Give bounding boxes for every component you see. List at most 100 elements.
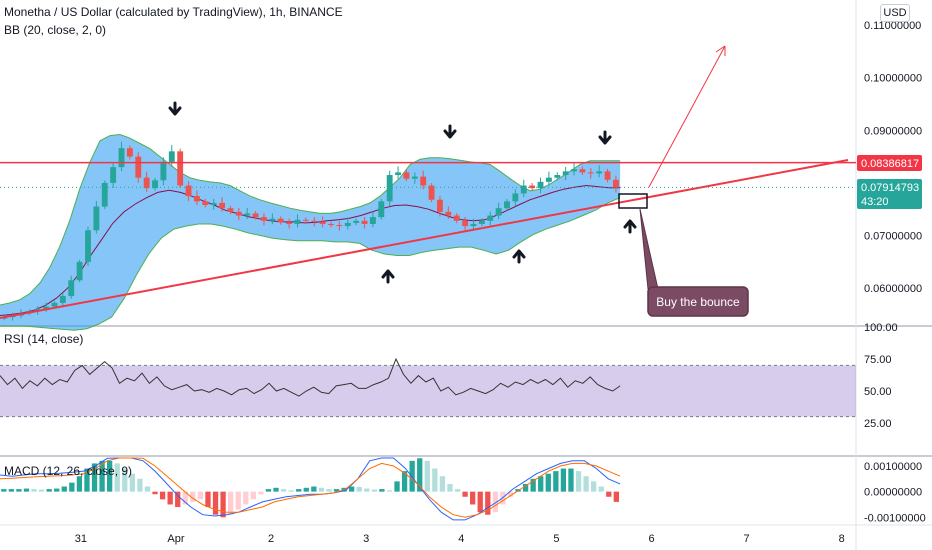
signal-line	[0, 457, 621, 518]
macd-histogram-bar	[46, 489, 52, 492]
candle-body	[411, 176, 418, 179]
macd-histogram-bar	[485, 491, 491, 515]
candle-body	[453, 215, 460, 221]
macd-histogram-bar	[38, 489, 45, 492]
time-tick-label: 7	[744, 533, 750, 545]
candle-body	[152, 180, 158, 189]
candle-body	[261, 217, 267, 221]
candle-body	[437, 199, 443, 212]
macd-histogram-bar	[243, 491, 249, 505]
macd-histogram-bar	[273, 487, 279, 492]
candle-body	[302, 219, 309, 221]
macd-histogram-bar	[152, 491, 158, 495]
currency-button[interactable]: USD	[880, 4, 910, 22]
macd-histogram-bar	[280, 489, 287, 492]
candle-body	[445, 211, 452, 216]
macd-histogram-bar	[61, 486, 67, 492]
candle-body	[286, 222, 293, 224]
macd-histogram-bar	[129, 473, 135, 492]
candle-body	[85, 230, 91, 262]
macd-histogram-bar	[591, 481, 597, 492]
down-arrow-icon	[443, 124, 457, 139]
support-trendline	[0, 159, 849, 319]
macd-histogram-bar	[265, 489, 272, 492]
time-tick-label: 2	[268, 533, 274, 545]
candle-body	[311, 220, 318, 222]
down-arrow-icon	[168, 101, 182, 116]
candle-body	[604, 171, 611, 180]
candle-body	[395, 172, 401, 176]
macd-histogram-bar	[470, 491, 476, 505]
bb-lower-band	[0, 197, 621, 331]
time-tick-label: 3	[363, 533, 369, 545]
macd-histogram-bar	[137, 478, 143, 492]
candle-body	[361, 220, 368, 224]
candle-body	[487, 215, 494, 221]
macd-histogram-bar	[575, 471, 582, 492]
axes-layer: 0.11000000 0.10000000 0.09000000 0.07000000…	[75, 20, 926, 545]
macd-histogram-bar	[447, 483, 453, 492]
candle-body	[110, 167, 117, 183]
macd-histogram-bar	[235, 491, 241, 510]
macd-histogram-bar	[424, 460, 430, 492]
candle-body	[512, 193, 519, 202]
time-tick-label: 5	[553, 533, 559, 545]
macd-histogram-bar	[545, 473, 551, 492]
rsi-band-fill	[0, 365, 856, 417]
time-tick-label: 8	[839, 533, 845, 545]
macd-histogram-bar	[258, 491, 264, 495]
macd-histogram-bar	[8, 489, 14, 492]
macd-histogram-bar	[477, 491, 483, 513]
callout-box[interactable]	[647, 286, 749, 317]
macd-histogram-bar	[439, 476, 446, 492]
macd-histogram-bar	[598, 486, 604, 492]
candle-body	[135, 156, 142, 178]
candle-body	[93, 206, 100, 231]
macd-histogram-bar	[530, 478, 536, 492]
up-arrow-icon	[623, 219, 637, 234]
rsi-tick-label: 100.00	[864, 322, 898, 334]
candle-body	[478, 220, 485, 224]
macd-histogram-bar	[84, 468, 90, 492]
candle-body	[428, 185, 435, 200]
rsi-pane[interactable]	[0, 327, 856, 455]
bounce-zone-box	[618, 193, 648, 209]
candle-body	[210, 202, 217, 206]
candle-body	[344, 222, 351, 227]
candle-body	[529, 185, 536, 189]
time-tick-label: 31	[75, 533, 87, 545]
candle-body	[336, 225, 343, 227]
macd-histogram-bar	[23, 488, 30, 492]
candle-body	[596, 171, 603, 174]
rsi-legend: RSI (14, close)	[4, 332, 83, 346]
candle-body	[202, 201, 209, 206]
macd-histogram-bar	[371, 489, 377, 492]
macd-histogram-bar	[568, 468, 574, 492]
macd-histogram-bar	[522, 483, 529, 492]
candle-body	[177, 151, 184, 186]
candle-body	[353, 220, 360, 223]
candle-body	[193, 196, 200, 202]
macd-histogram-bar	[606, 491, 612, 497]
candle-body	[168, 151, 175, 162]
macd-histogram-bar	[507, 491, 514, 497]
candle-body	[470, 223, 477, 227]
price-tick-label: 0.10000000	[864, 73, 922, 85]
candle-body	[227, 208, 234, 212]
macd-layer	[0, 457, 621, 521]
macd-histogram-bar	[394, 481, 400, 492]
macd-histogram-bar	[379, 489, 385, 492]
candle-body	[495, 208, 502, 216]
resistance-price-label: 0.08386817	[861, 158, 919, 170]
candle-body	[369, 217, 376, 224]
candle-body	[118, 148, 125, 168]
drawings-layer	[0, 45, 856, 319]
price-tick-label: 0.09000000	[864, 125, 922, 137]
candle-body	[43, 306, 50, 310]
macd-histogram-bar	[122, 468, 128, 492]
bb-basis	[0, 184, 621, 316]
price-tick-label: 0.11000000	[864, 20, 921, 32]
candle-body	[244, 213, 251, 216]
macd-histogram-bar	[311, 486, 317, 492]
macd-histogram-bar	[212, 491, 219, 515]
